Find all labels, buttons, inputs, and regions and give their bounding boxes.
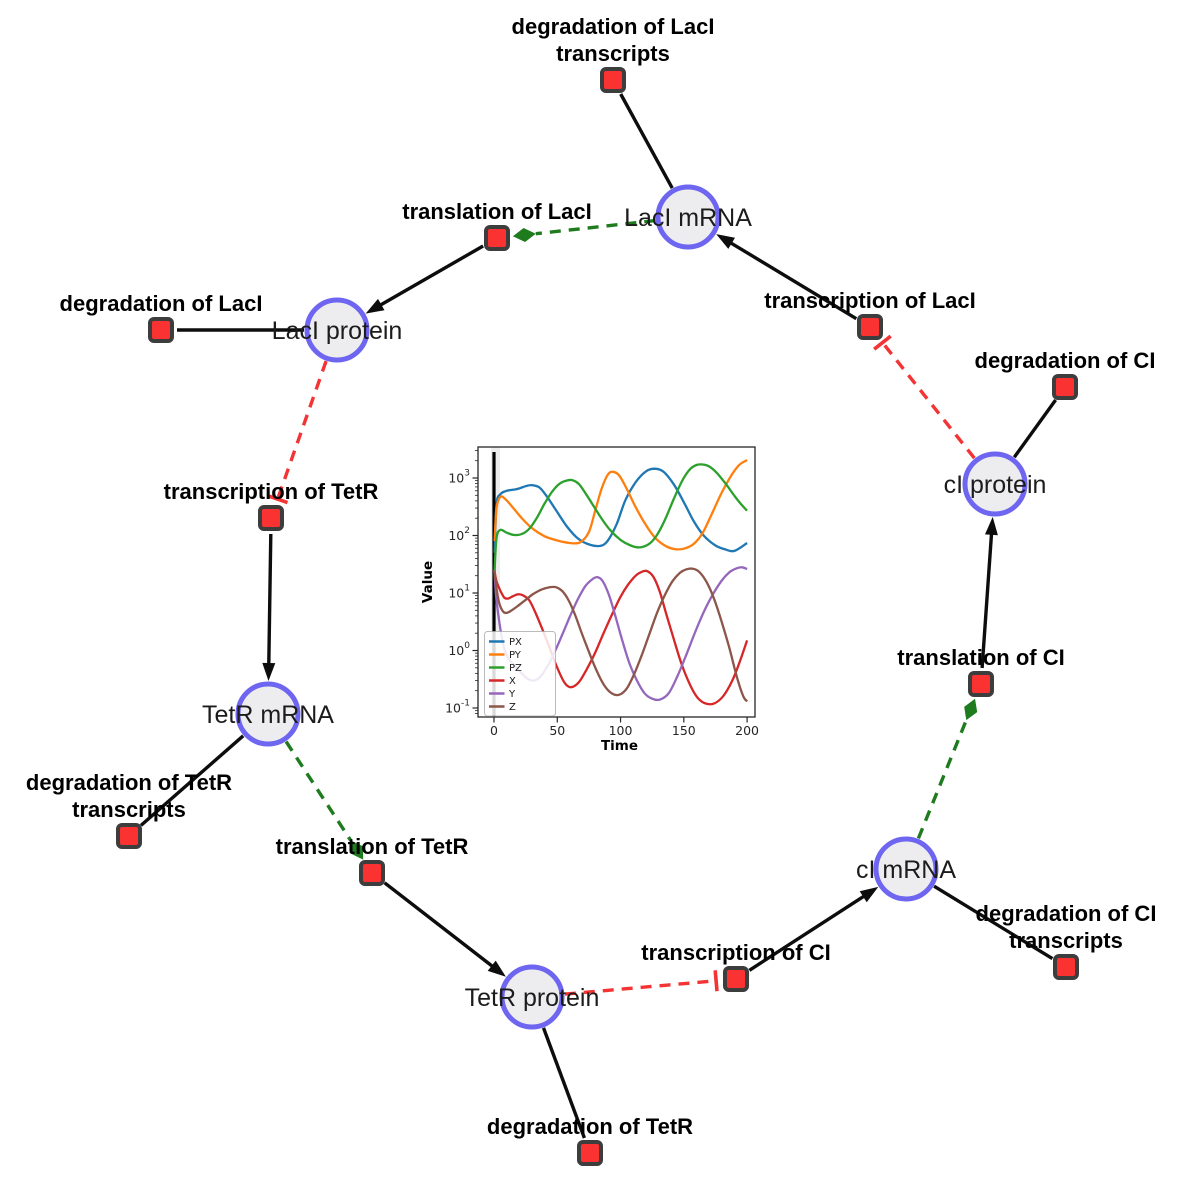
species-node-ci-protein (962, 451, 1028, 517)
species-label-ci-protein: cI protein (944, 471, 1047, 499)
edge-LacI_mRNA-translation_LacI (535, 218, 656, 236)
edge-cI_mRNA-deg_CI_transcripts (933, 884, 1054, 961)
y-axis-title: Value (420, 561, 436, 603)
species-node-laci-mrna (655, 184, 721, 250)
reaction-label-deg-ci: degradation of CI (975, 348, 1156, 373)
edge-cI_mRNA-translation_CI (916, 719, 968, 840)
y-axis-tick-label: 102 (448, 526, 470, 543)
reaction-node-translation-ci (968, 671, 994, 697)
reaction-label-transcription-tetr: transcription of TetR (164, 479, 379, 504)
reaction-label-deg-tetr-transcripts: degradation of TetR (26, 770, 232, 795)
reaction-label-deg-laci: degradation of LacI (60, 291, 263, 316)
modifier-diamond-arrowhead (350, 840, 364, 860)
reaction-label-deg-tetr: degradation of TetR (487, 1114, 693, 1139)
y-axis-tick-label: 103 (448, 469, 470, 486)
reaction-label-deg-laci-transcripts: degradation of LacI (512, 14, 715, 39)
production-arrowhead (985, 516, 998, 536)
reaction-node-translation-tetr (359, 860, 385, 886)
reaction-node-deg-laci-transcripts (600, 67, 626, 93)
reaction-label-transcription-ci: transcription of CI (641, 940, 830, 965)
x-axis-title: Time (601, 738, 638, 754)
x-axis-tick-label: 100 (609, 723, 633, 738)
reaction-label-transcription-laci: transcription of LacI (764, 288, 975, 313)
inhibition-tbar (267, 494, 289, 505)
inset-chart: 0 50 100 150 200 10-1 100 101 102 103 Time Value PX P… (420, 446, 759, 754)
production-arrowhead (487, 960, 506, 977)
reaction-label-deg-ci-transcripts: transcripts (1009, 928, 1123, 953)
y-axis-tick-label: 10-1 (445, 699, 470, 716)
x-axis-tick-label: 0 (490, 723, 498, 738)
reaction-label-translation-laci: translation of LacI (402, 199, 591, 224)
y-axis-tick-label: 100 (448, 641, 470, 658)
reaction-node-transcription-ci (723, 966, 749, 992)
production-arrowhead (365, 298, 385, 314)
species-node-tetr-protein (499, 964, 565, 1030)
chart-frame (477, 446, 756, 718)
series-pz-line (493, 463, 748, 571)
species-label-tetr-mrna: TetR mRNA (202, 701, 334, 729)
edge-TetR_protein-transcription_CI (564, 979, 717, 996)
inhibition-tbar (713, 970, 719, 992)
production-arrowhead (716, 234, 735, 249)
species-node-tetr-mrna (235, 681, 301, 747)
edge-translation_CI-cI_protein (980, 533, 994, 669)
reaction-label-deg-tetr-transcripts: transcripts (72, 797, 186, 822)
edge-TetR_protein-deg_TetR (541, 1027, 586, 1139)
species-label-laci-mrna: LacI mRNA (624, 204, 752, 232)
species-node-laci-protein (304, 297, 370, 363)
series-z-line (493, 567, 749, 703)
species-label-ci-mrna: cI mRNA (856, 856, 956, 884)
x-axis-tick-label: 150 (672, 723, 696, 738)
legend-label-y: Y (508, 689, 516, 700)
reaction-node-deg-ci-transcripts (1053, 954, 1079, 980)
reaction-node-deg-ci (1052, 374, 1078, 400)
series-px-line (493, 467, 748, 553)
reaction-node-transcription-tetr (258, 505, 284, 531)
edge-cI_protein-deg_CI (1012, 399, 1057, 459)
legend-label-x: X (509, 676, 516, 687)
series-py-line (493, 459, 748, 551)
reaction-node-translation-laci (484, 225, 510, 251)
edge-translation_TetR-TetR_protein (383, 881, 494, 968)
reaction-label-translation-tetr: translation of TetR (276, 834, 469, 859)
edge-LacI_protein-transcription_TetR (275, 360, 328, 500)
chart-legend-box (484, 631, 556, 717)
legend-label-py: PY (509, 650, 522, 661)
modifier-diamond-arrowhead (512, 228, 536, 242)
edge-transcription_CI-cI_mRNA (748, 894, 865, 972)
edge-translation_LacI-LacI_protein (379, 244, 484, 307)
edge-layer (139, 93, 1057, 1139)
reaction-label-deg-laci-transcripts: transcripts (556, 41, 670, 66)
x-axis-tick-label: 50 (549, 723, 565, 738)
species-node-ci-mrna (873, 836, 939, 902)
label-layer: LacI mRNA LacI protein cI protein TetR mRNA… (26, 14, 1157, 1139)
species-label-tetr-protein: TetR protein (465, 984, 600, 1012)
reaction-node-deg-tetr-transcripts (116, 823, 142, 849)
legend-label-z: Z (509, 702, 516, 713)
legend-label-pz: PZ (509, 663, 522, 674)
species-label-laci-protein: LacI protein (272, 317, 403, 345)
production-arrowhead (262, 662, 276, 681)
x-axis-tick-label: 200 (735, 723, 759, 738)
edge-cI_protein-transcription_LacI (881, 341, 976, 460)
reaction-label-translation-ci: translation of CI (897, 645, 1064, 670)
modifier-diamond-arrowhead (964, 698, 978, 721)
reaction-node-deg-laci (148, 317, 174, 343)
edge-TetR_mRNA-deg_TetR_transcripts (139, 734, 245, 827)
edge-transcription_TetR-TetR_mRNA (267, 533, 273, 665)
edge-LacI_mRNA-deg_LacI_transcripts (619, 93, 674, 189)
edge-TetR_mRNA-translation_TetR (284, 740, 353, 842)
y-axis-tick-label: 101 (448, 584, 470, 601)
edge-transcription_LacI-LacI_mRNA (729, 241, 858, 321)
series-x-line (493, 569, 749, 706)
reaction-node-deg-tetr (577, 1140, 603, 1166)
inhibition-tbar (873, 334, 892, 351)
legend-label-px: PX (509, 637, 522, 648)
reaction-node-transcription-laci (857, 314, 883, 340)
production-arrowhead (859, 886, 879, 903)
reaction-label-deg-ci-transcripts: degradation of CI (976, 901, 1157, 926)
node-layer (116, 67, 1079, 1166)
